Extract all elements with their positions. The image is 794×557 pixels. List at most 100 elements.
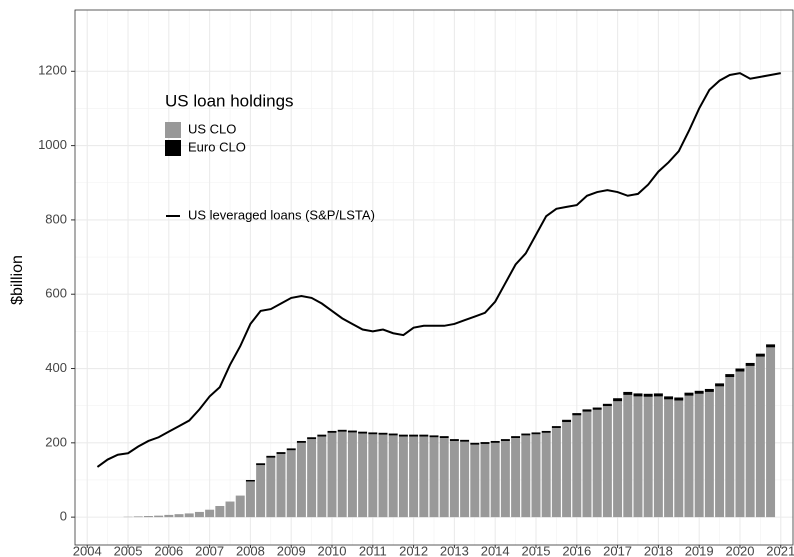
bar [256,463,266,466]
bar [643,393,653,397]
bar [184,513,194,518]
bar [582,411,592,518]
y-tick-label: 200 [45,434,67,449]
bar [684,392,694,396]
y-tick-label: 1200 [38,63,67,78]
bar [449,440,459,518]
bar [572,415,582,518]
bar [235,495,245,518]
bar [562,422,572,518]
bar [500,439,510,441]
bar [225,501,235,518]
x-tick-label: 2006 [154,543,183,557]
bar [439,436,449,438]
bar [388,435,398,518]
x-tick-label: 2008 [236,543,265,557]
bar [460,441,470,518]
bar [368,434,378,518]
bar [358,433,368,518]
bar [664,399,674,518]
bar [500,440,510,518]
x-tick-label: 2014 [481,543,510,557]
x-tick-label: 2012 [399,543,428,557]
bar [766,347,776,518]
bar [286,448,296,451]
bar [562,419,572,423]
bar [205,509,215,518]
y-tick-label: 600 [45,286,67,301]
x-tick-label: 2021 [766,543,794,557]
bar [174,514,184,518]
bar [449,439,459,441]
x-tick-label: 2015 [522,543,551,557]
bar [296,442,306,518]
x-tick-label: 2018 [644,543,673,557]
bar [653,393,663,397]
legend-title: US loan holdings [165,91,294,110]
bar [378,432,388,435]
x-tick-label: 2009 [277,543,306,557]
bar [327,432,337,518]
bar [337,429,347,432]
bar [143,516,153,518]
bar [245,479,255,482]
bar [745,362,755,366]
bar [429,435,439,438]
bar [715,383,725,387]
bar [613,398,623,402]
bar [531,432,541,435]
bar [694,393,704,518]
bar [317,434,327,437]
bar [133,516,143,518]
bar [755,356,765,518]
legend-swatch [165,140,181,156]
bar [378,434,388,518]
bar [398,436,408,518]
bar [490,442,500,518]
bar [664,396,674,400]
bar [592,409,602,518]
bar [633,396,643,518]
legend-swatch [165,122,181,138]
bar [704,391,714,518]
bar [521,435,531,518]
x-tick-label: 2010 [318,543,347,557]
bar [735,371,745,518]
bar [327,430,337,433]
x-tick-label: 2004 [73,543,102,557]
x-tick-label: 2019 [685,543,714,557]
legend-label: US CLO [188,121,236,136]
bar [541,432,551,518]
bar [347,430,357,433]
x-tick-label: 2005 [114,543,143,557]
panel-border [74,9,794,546]
bar [245,481,255,518]
bar [541,430,551,433]
legend-label: US leveraged loans (S&P/LSTA) [188,207,375,222]
bar [613,401,623,518]
bar [296,440,306,443]
bar [551,426,561,428]
y-tick-label: 1000 [38,137,67,152]
bar [409,434,419,437]
bar [674,397,684,401]
bar [154,515,164,518]
legend-label: Euro CLO [188,139,246,154]
bar [694,390,704,394]
bar [623,391,633,395]
bar [347,432,357,518]
bar [358,431,368,434]
y-tick-label: 0 [60,509,67,524]
x-tick-label: 2017 [603,543,632,557]
bar [725,374,735,378]
x-tick-label: 2016 [562,543,591,557]
bar [511,438,521,518]
y-tick-label: 800 [45,211,67,226]
bar [521,433,531,436]
bar [419,434,429,437]
bar [715,386,725,518]
bar [480,442,490,444]
bar [766,344,776,348]
bar [409,436,419,518]
